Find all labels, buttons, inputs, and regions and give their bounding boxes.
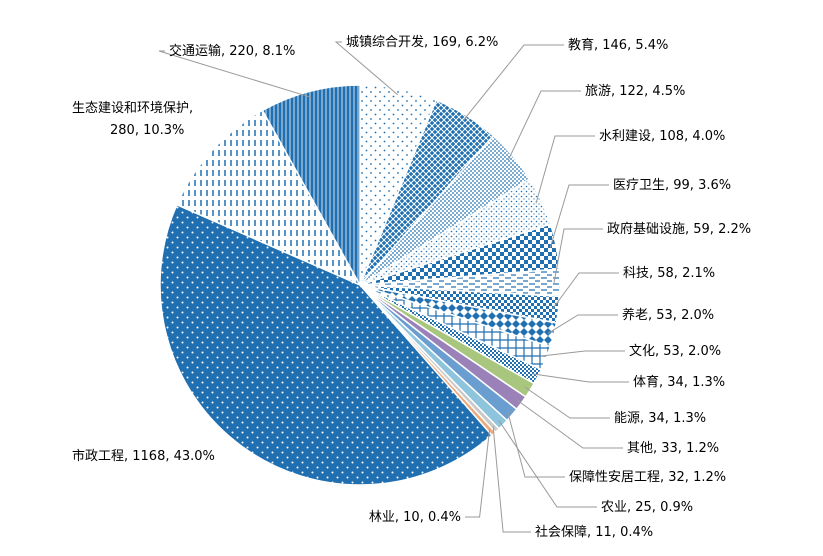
pie-slice	[159, 203, 493, 486]
pie-slice	[261, 84, 361, 288]
data-label: 280, 10.3%	[110, 123, 184, 138]
leader-line	[549, 184, 609, 248]
leader-line	[547, 314, 618, 334]
data-label: 农业, 25, 0.9%	[601, 500, 693, 515]
data-label: 政府基础设施, 59, 2.2%	[607, 222, 751, 237]
leader-line	[516, 399, 623, 449]
leader-line	[158, 50, 312, 98]
leader-line	[535, 135, 595, 204]
leader-line	[507, 90, 581, 161]
data-label: 其他, 33, 1.2%	[627, 441, 719, 456]
leader-line	[462, 44, 564, 122]
leader-line	[524, 386, 610, 419]
data-label: 科技, 58, 2.1%	[623, 266, 715, 281]
leader-line	[507, 410, 565, 478]
pie-slice	[175, 109, 362, 287]
data-label: 社会保障, 11, 0.4%	[535, 524, 653, 540]
data-label: 生态建设和环境保护,	[72, 101, 193, 116]
data-label: 水利建设, 108, 4.0%	[599, 129, 725, 144]
leader-line	[540, 350, 625, 357]
data-label: 文化, 53, 2.0%	[629, 344, 721, 359]
data-label: 城镇综合开发, 169, 6.2%	[346, 34, 498, 50]
leader-line	[532, 373, 629, 383]
data-label: 交通运输, 220, 8.1%	[169, 43, 295, 59]
data-label: 市政工程, 1168, 43.0%	[72, 448, 215, 464]
data-label: 体育, 34, 1.3%	[633, 374, 725, 390]
leader-line	[552, 272, 619, 310]
leader-line	[553, 228, 603, 283]
data-label: 林业, 10, 0.4%	[369, 510, 461, 525]
leader-line	[465, 429, 491, 518]
leader-line	[498, 420, 597, 508]
data-label: 保障性安居工程, 32, 1.2%	[569, 470, 726, 485]
leader-line	[334, 41, 399, 96]
leader-line	[492, 426, 531, 533]
data-label: 旅游, 122, 4.5%	[585, 84, 685, 99]
data-label: 教育, 146, 5.4%	[568, 37, 668, 53]
data-label: 医疗卫生, 99, 3.6%	[613, 178, 731, 193]
data-label: 能源, 34, 1.3%	[614, 411, 706, 426]
data-label: 养老, 53, 2.0%	[622, 307, 714, 323]
